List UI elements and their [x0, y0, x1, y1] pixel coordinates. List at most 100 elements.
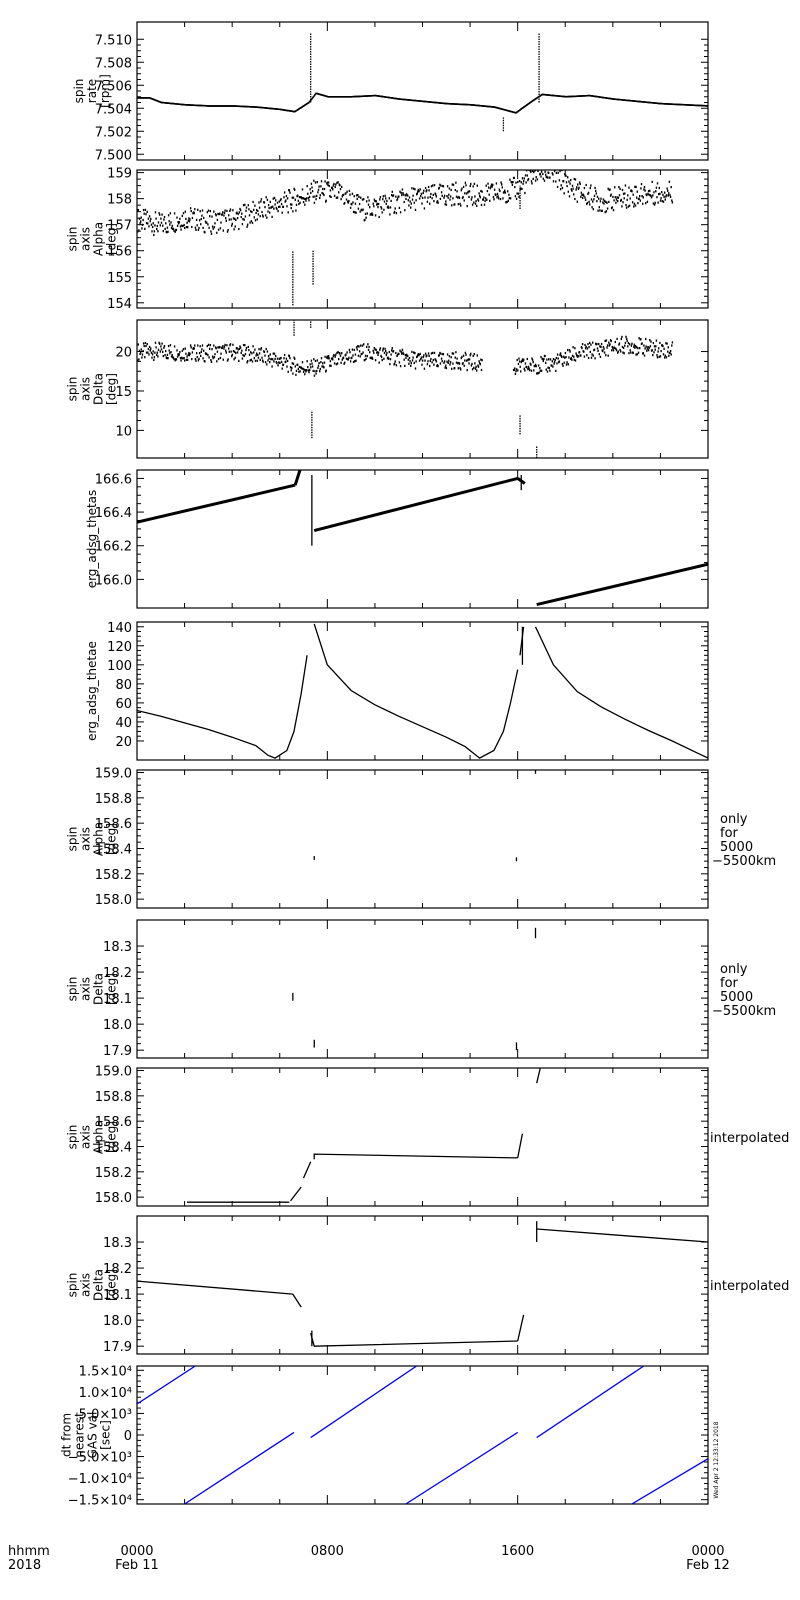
data-point: [418, 354, 420, 357]
data-point: [193, 212, 195, 215]
data-point: [652, 202, 655, 205]
data-point: [166, 353, 169, 356]
data-point: [577, 187, 580, 190]
data-point: [256, 359, 258, 362]
data-point: [164, 354, 166, 357]
data-point: [158, 212, 160, 215]
data-point: [550, 166, 551, 168]
data-point: [276, 207, 278, 211]
data-point: [553, 360, 556, 363]
data-point: [552, 365, 554, 368]
data-point: [335, 183, 337, 186]
data-point: [532, 361, 534, 364]
data-point: [542, 358, 544, 361]
data-point: [655, 190, 657, 193]
data-point: [312, 369, 314, 372]
data-point: [630, 344, 633, 347]
data-point: [628, 204, 631, 207]
data-point: [245, 206, 248, 209]
data-point: [408, 357, 411, 360]
data-point: [291, 366, 293, 370]
y-tick-label: 158.0: [95, 1191, 132, 1206]
data-point: [452, 183, 455, 186]
data-point: [539, 172, 542, 175]
data-point: [415, 360, 417, 363]
data-point: [259, 215, 261, 218]
data-point: [524, 174, 527, 177]
data-point: [251, 221, 254, 224]
data-point: [648, 346, 650, 349]
data-point: [512, 181, 514, 184]
data-point: [199, 345, 201, 348]
y-axis-label: Delta: [92, 1269, 106, 1301]
data-point: [612, 349, 615, 352]
data-point: [176, 355, 179, 358]
y-axis-label: [deg]: [105, 1121, 119, 1153]
data-point: [485, 197, 487, 200]
y-tick-label: 159.0: [95, 767, 132, 782]
data-point: [610, 193, 612, 196]
data-point: [473, 182, 476, 185]
data-point: [374, 214, 377, 217]
data-point: [665, 356, 668, 359]
data-point: [411, 350, 413, 353]
data-point: [395, 195, 397, 198]
data-point: [244, 353, 247, 356]
data-point: [619, 187, 621, 190]
data-point: [613, 199, 615, 202]
y-tick-label: 20: [115, 735, 132, 750]
data-point: [385, 354, 387, 357]
data-point: [329, 189, 332, 192]
data-point: [615, 349, 618, 352]
data-point: [483, 203, 486, 206]
data-point: [159, 350, 161, 353]
data-point: [272, 352, 274, 355]
data-point: [160, 345, 162, 348]
data-point: [364, 354, 367, 357]
data-area: [137, 623, 708, 759]
data-point: [165, 222, 167, 225]
data-point: [563, 361, 565, 364]
data-point: [454, 188, 456, 192]
data-point: [540, 369, 543, 372]
data-point: [332, 184, 335, 187]
data-point: [226, 209, 228, 212]
series-line: [289, 1186, 302, 1202]
data-point: [582, 193, 584, 196]
data-point: [217, 346, 219, 349]
data-point: [403, 200, 405, 204]
panel-frame: [136, 469, 709, 609]
data-point: [369, 351, 371, 354]
data-point: [261, 356, 263, 359]
data-point: [286, 359, 289, 363]
data-point: [670, 186, 672, 189]
data-point: [193, 347, 195, 350]
data-point: [288, 189, 291, 192]
data-point: [621, 345, 624, 348]
data-point: [600, 345, 602, 349]
data-point: [345, 198, 348, 201]
data-point: [518, 180, 521, 183]
data-point: [306, 360, 308, 363]
data-point: [455, 351, 457, 354]
data-point: [349, 206, 352, 209]
data-point: [503, 191, 505, 194]
data-point: [465, 184, 467, 187]
y-tick-label: 1.0×10⁴: [79, 1386, 132, 1401]
data-point: [622, 346, 625, 350]
data-point: [548, 366, 550, 370]
data-point: [474, 362, 476, 365]
data-point: [140, 351, 142, 354]
data-point: [214, 353, 216, 356]
y-tick-label: 166.0: [95, 573, 132, 588]
data-point: [141, 223, 144, 226]
data-area: [137, 33, 708, 132]
data-point: [264, 361, 267, 364]
data-point: [381, 211, 383, 214]
data-point: [324, 180, 326, 183]
data-point: [250, 210, 252, 213]
data-point: [307, 366, 309, 369]
data-point: [163, 216, 166, 219]
data-area: [292, 927, 537, 1051]
